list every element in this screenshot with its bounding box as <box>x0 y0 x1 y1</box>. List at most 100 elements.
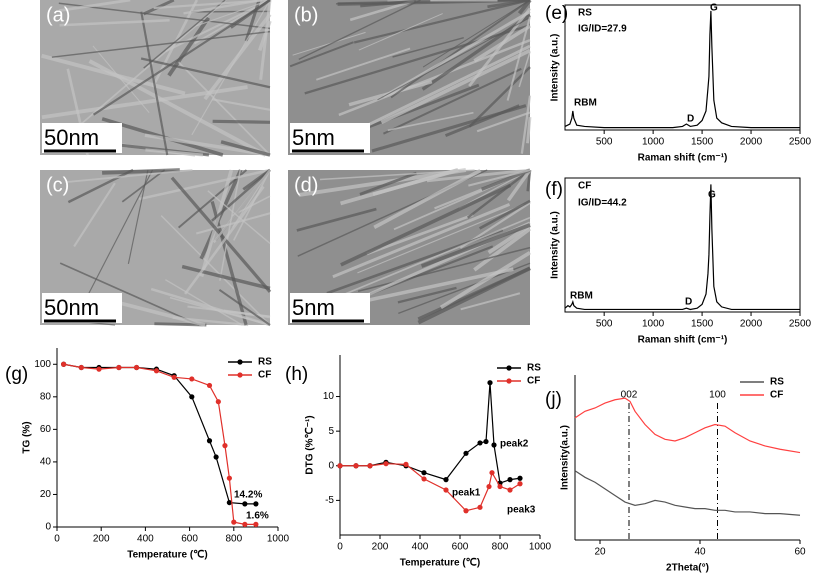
point <box>337 463 343 469</box>
legend-label: RS <box>527 363 541 374</box>
point <box>443 477 449 483</box>
annotation: CF <box>578 181 591 192</box>
fiber <box>212 119 271 124</box>
point <box>486 483 492 490</box>
legend-marker <box>237 359 243 365</box>
fiber <box>59 18 170 27</box>
fiber <box>292 31 366 56</box>
image-label: (c) <box>46 174 69 196</box>
fiber <box>73 182 116 247</box>
x-tick-label: 0 <box>54 534 60 545</box>
fiber <box>116 300 206 327</box>
fiber <box>51 30 271 58</box>
point <box>215 399 221 405</box>
fiber <box>178 61 271 156</box>
fiber <box>366 213 474 256</box>
point <box>189 376 195 382</box>
fiber <box>357 246 531 292</box>
point <box>189 394 195 400</box>
fiber <box>468 7 532 87</box>
fiber <box>466 169 531 219</box>
fiber <box>102 168 180 175</box>
x-tick-label: 400 <box>137 534 154 545</box>
fiber <box>57 0 227 145</box>
fiber <box>359 171 418 196</box>
point <box>497 483 503 490</box>
panel-label: (j) <box>545 389 562 410</box>
point <box>206 438 213 444</box>
fiber <box>127 169 149 264</box>
annotation: G <box>710 3 718 14</box>
fiber <box>183 0 263 15</box>
fiber <box>353 0 531 44</box>
y-tick-label: 40 <box>40 457 52 468</box>
legend-marker <box>506 378 512 384</box>
y-tick-label: 10 <box>323 391 335 402</box>
point <box>443 487 449 493</box>
scale-bar: 50nm <box>44 125 99 150</box>
series-line <box>63 363 256 505</box>
x-axis-title: 2Theta(°) <box>666 563 709 574</box>
y-tick-label: 5 <box>328 426 334 437</box>
y-axis-title: Intensity (a.u.) <box>550 34 561 102</box>
point <box>96 366 102 372</box>
fiber <box>181 264 271 291</box>
fiber <box>349 0 415 22</box>
fiber <box>144 133 271 157</box>
annotation: RBM <box>574 98 597 109</box>
x-tick-label: 2000 <box>740 137 763 148</box>
fiber <box>335 0 531 5</box>
point <box>78 364 84 371</box>
panel-label: (g) <box>5 364 28 385</box>
fiber <box>138 168 271 201</box>
series-line <box>340 382 521 484</box>
fiber <box>196 212 271 235</box>
fiber <box>382 10 531 98</box>
fiber <box>143 0 226 69</box>
y-tick-label: -5 <box>325 495 334 506</box>
chart: (e) 500 1000 1500 2000 2500 Raman shift (cm⁻¹)… <box>545 3 812 164</box>
x-axis-title: Raman shift (cm⁻¹) <box>638 335 728 346</box>
scale-bar-bg <box>290 123 370 153</box>
image-label: (d) <box>294 174 318 196</box>
point <box>487 380 493 386</box>
tem-image <box>288 168 532 325</box>
scale-bar: 5nm <box>292 295 335 320</box>
legend-label: RS <box>770 377 784 388</box>
series-line <box>574 397 801 454</box>
fiber <box>487 223 532 255</box>
point <box>213 454 219 460</box>
fiber <box>81 169 154 307</box>
x-tick-label: 2000 <box>740 319 763 330</box>
fiber <box>218 288 271 326</box>
annotation: RBM <box>570 291 593 302</box>
fiber <box>230 0 271 29</box>
x-tick-label: 60 <box>794 547 806 558</box>
point <box>517 475 523 481</box>
x-tick-label: 1500 <box>691 319 714 330</box>
fiber <box>304 24 531 95</box>
fiber <box>520 95 532 154</box>
legend-label: RS <box>258 357 272 368</box>
point <box>153 368 160 374</box>
series-line <box>574 470 801 516</box>
fiber <box>371 104 527 153</box>
fiber <box>380 48 531 125</box>
fiber <box>338 216 531 298</box>
fiber <box>41 85 248 120</box>
fiber <box>397 286 457 304</box>
x-tick-label: 1000 <box>529 542 552 553</box>
fiber <box>41 53 186 96</box>
x-tick-label: 500 <box>596 319 613 330</box>
fiber <box>165 0 271 53</box>
point <box>463 508 469 514</box>
y-tick-label: 80 <box>40 391 52 402</box>
y-tick-label: 100 <box>34 359 51 370</box>
chart: (h) 0 200 400 600 800 1000 -5 0 5 10 Temperature (℃… <box>285 355 552 569</box>
fiber <box>383 67 522 135</box>
point <box>517 481 523 487</box>
scale-bar-bg <box>42 123 122 153</box>
fiber <box>473 227 532 272</box>
point <box>463 450 469 456</box>
fiber <box>195 0 271 27</box>
